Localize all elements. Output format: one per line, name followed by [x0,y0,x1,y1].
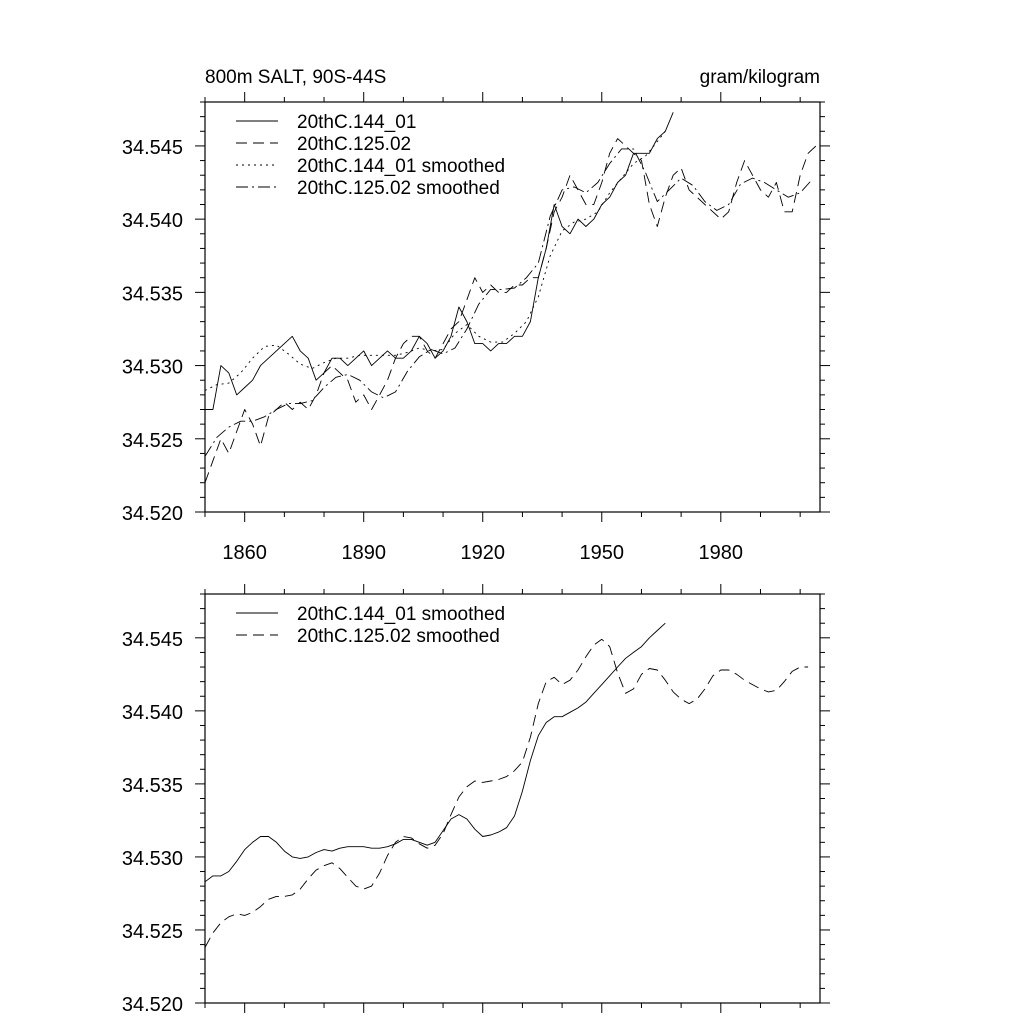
y-tick-label: 34.535 [122,283,183,305]
series-line-20thc-144-01-smoothed [204,622,666,883]
y-tick-label: 34.530 [122,357,183,379]
y-tick-label: 34.525 [122,430,183,452]
y-tick-label: 34.545 [122,629,183,651]
x-tick-label: 1860 [222,542,267,564]
legend-label: 20thC.125.02 [297,134,411,155]
plot-frame [204,593,821,1004]
y-tick-label: 34.530 [122,848,183,870]
legend-label: 20thC.125.02 smoothed [297,626,500,647]
y-tick-label: 34.520 [122,503,183,525]
y-tick-label: 34.540 [122,702,183,724]
legend-label: 20thC.144_01 [297,112,416,133]
series-line-20thc-144-01 [205,112,674,410]
chart-panel-1: 34.520 34.525 34.530 34.535 34.540 34.545 1860… [122,67,830,564]
chart-units: gram/kilogram [700,67,820,88]
x-tick-label: 1920 [460,542,505,564]
y-tick-label: 34.525 [122,921,183,943]
x-tick-label: 1980 [699,542,744,564]
series-line-20thc-125-02-smoothed [204,148,813,457]
x-tick-label: 1950 [580,542,625,564]
chart-title: 800m SALT, 90S-44S [205,67,386,88]
y-tick-label: 34.520 [122,994,183,1016]
y-tick-label: 34.535 [122,775,183,797]
y-tick-label: 34.545 [122,137,183,159]
x-tick-label: 1890 [341,542,386,564]
legend-label: 20thC.125.02 smoothed [297,178,500,199]
legend-label: 20thC.144_01 smoothed [297,604,505,625]
y-tick-label: 34.540 [122,210,183,232]
chart-panel-2: 34.520 34.525 34.530 34.535 34.540 34.545 20th… [122,584,830,1016]
legend-label: 20thC.144_01 smoothed [297,156,505,177]
series-line-20thc-125-02-smoothed [204,638,809,948]
